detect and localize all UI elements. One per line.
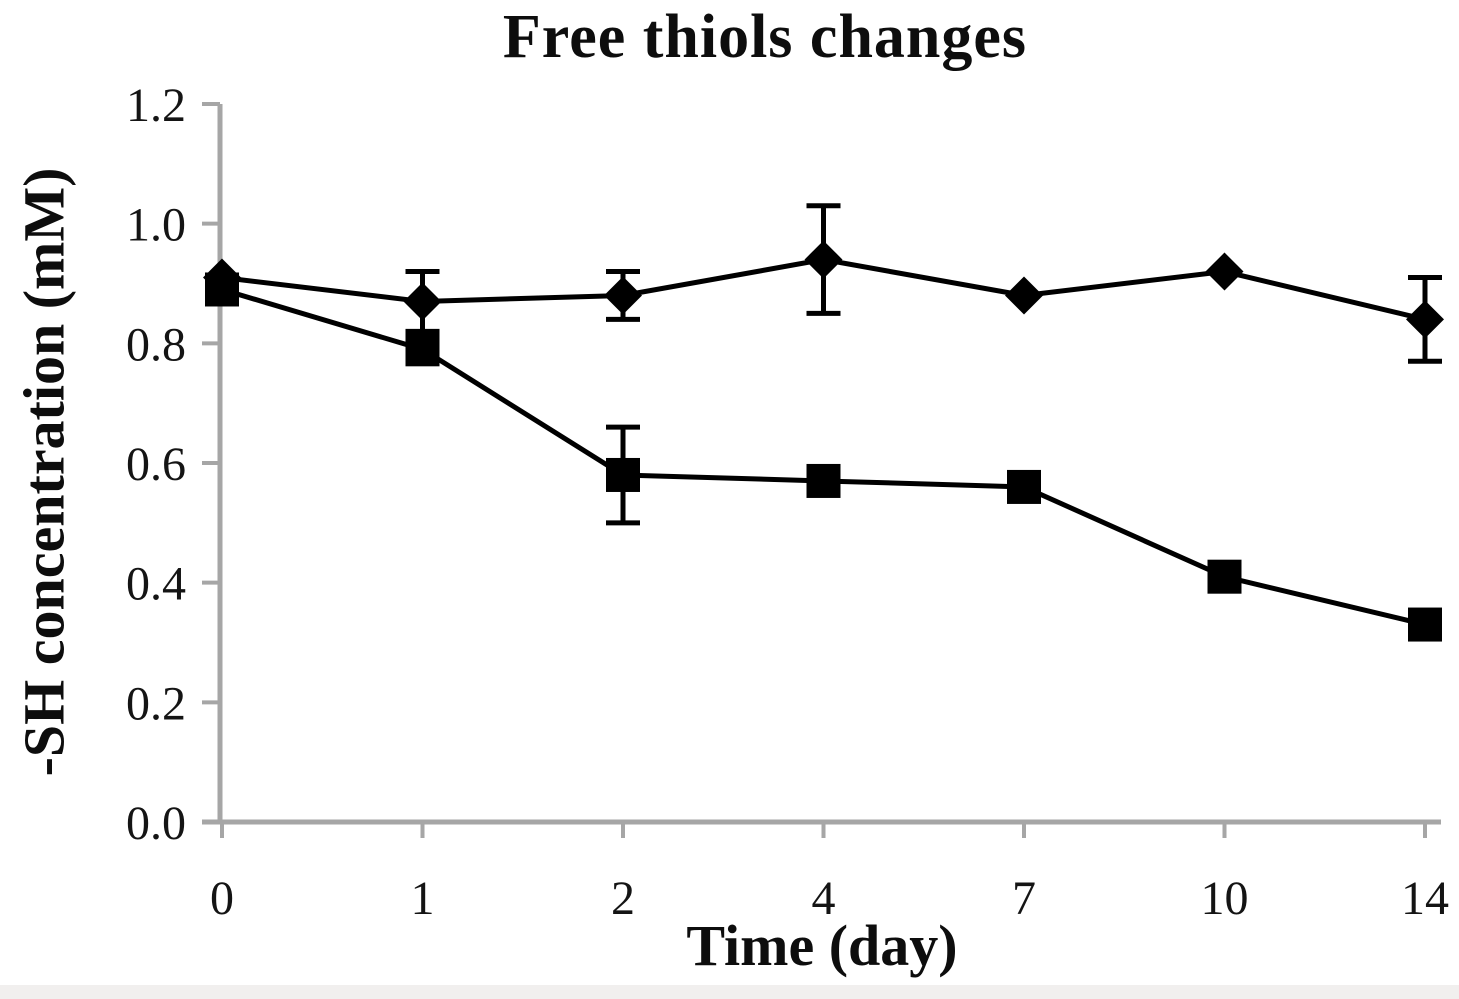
x-tick-label: 4	[812, 872, 836, 925]
y-tick-label: 1.0	[126, 199, 186, 252]
x-tick-label: 2	[611, 872, 635, 925]
diamond-marker	[1205, 252, 1244, 291]
y-tick-label: 0.6	[126, 438, 186, 491]
series-line-square	[221, 287, 1426, 627]
square-marker	[205, 272, 239, 307]
diamond-marker	[1406, 300, 1444, 339]
diamond-marker	[804, 240, 843, 279]
chart-title: Free thiols changes	[502, 3, 1028, 71]
square-marker	[606, 457, 640, 492]
diamond-marker	[403, 282, 442, 321]
square-marker	[1408, 607, 1442, 642]
y-tick-label: 0.2	[126, 677, 186, 730]
y-tick-label: 0.4	[126, 558, 186, 611]
x-tick-label: 1	[411, 872, 435, 925]
x-tick-label: 7	[1012, 872, 1036, 925]
square-marker	[405, 332, 440, 367]
square-marker	[806, 463, 841, 498]
bottom-strip	[0, 985, 1459, 999]
y-tick-label: 0.0	[126, 797, 186, 850]
y-tick-label: 1.2	[126, 79, 186, 132]
diamond-marker	[1005, 276, 1043, 315]
x-tick-label: 10	[1201, 872, 1249, 925]
y-tick-label: 0.8	[126, 318, 186, 371]
x-axis-title: Time (day)	[686, 913, 958, 978]
x-tick-label: 0	[210, 872, 234, 925]
square-marker	[1007, 469, 1041, 504]
diamond-marker	[604, 276, 642, 315]
square-marker	[1207, 559, 1242, 594]
x-tick-label: 14	[1401, 872, 1449, 925]
